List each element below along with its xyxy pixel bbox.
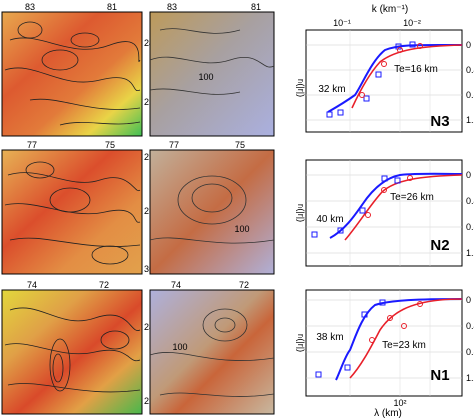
n3-blue-curve [327, 43, 463, 113]
n1-red-point [369, 337, 375, 343]
n1-blue-point [315, 371, 322, 378]
plot-n3 [305, 29, 463, 133]
n2-red-point [381, 187, 387, 193]
n3-red-curve [351, 44, 463, 109]
n1-blue-curve [335, 298, 463, 381]
plot-n2 [305, 159, 463, 267]
n1-map-left-xtick-2: 72 [99, 280, 109, 290]
n1-map-right-xtick-2: 72 [239, 280, 249, 290]
n1-map-right-xtick-1: 74 [171, 280, 181, 290]
n3-top-axis-label: k (km⁻¹) [372, 4, 408, 15]
n2-annotation-red: Te=26 km [390, 192, 434, 203]
n3-blue-point [395, 43, 402, 50]
n1-map-left-ytick-2: 22 [144, 396, 154, 406]
n1-ytick-4: 0 [466, 295, 471, 305]
n1-map-left-ytick-1: 24 [144, 322, 154, 332]
n1-blue-point [361, 311, 368, 318]
n3-red-point [397, 47, 403, 53]
n3-y-label: rₗ(|r|) [296, 79, 306, 97]
n1-ytick-1: 1.2 [466, 373, 474, 383]
n1-panel-label: N1 [430, 367, 449, 384]
n2-ytick-1: 1.2 [466, 248, 474, 258]
n3-ytick-1: 1.2 [466, 115, 474, 125]
n1-map-left-xtick-1: 74 [27, 280, 37, 290]
n2-map-right-xtick-1: 77 [169, 140, 179, 150]
map-gravity-n1 [149, 289, 275, 415]
n1-ytick-3: 0.4 [466, 321, 474, 331]
n3-blue-point [326, 111, 333, 118]
n3-red-point [381, 61, 387, 67]
n1-annotation-red: Te=23 km [382, 340, 426, 351]
map-topography-n2 [1, 149, 143, 275]
n1-y-label: rₗ(|r|) [296, 334, 306, 352]
n3-ytick-3: 0.4 [466, 65, 474, 75]
panel-n3: 83 81 24 26 100 83 81 [1, 2, 474, 137]
n1-contour-label: 100 [172, 342, 187, 352]
n3-blue-point [409, 41, 416, 48]
n2-red-point [365, 212, 371, 218]
n2-ytick-4: 0 [466, 170, 471, 180]
panel-n2: 77 75 26 28 30 100 77 75 [1, 140, 474, 275]
n2-map-left-ytick-3: 30 [144, 264, 154, 274]
n3-map-right-xtick-1: 83 [167, 2, 177, 12]
n2-y-label: rₗ(|r|) [296, 204, 306, 222]
n1-red-point [401, 323, 407, 329]
n3-red-point [417, 43, 423, 49]
n2-ytick-2: 0.8 [466, 222, 474, 232]
n1-annotation-blue: 38 km [316, 332, 343, 343]
n3-map-left-ytick-1: 24 [144, 38, 154, 48]
n3-annotation-blue: 32 km [318, 84, 345, 95]
n3-blue-point [363, 95, 370, 102]
n2-blue-curve [329, 172, 463, 239]
map-topography-n1 [1, 289, 143, 415]
n3-red-point [359, 92, 365, 98]
n3-map-left-xtick-1: 83 [25, 2, 35, 12]
n2-blue-point [359, 207, 366, 214]
n1-blue-point [344, 364, 351, 371]
n2-contour-label: 100 [234, 224, 249, 234]
n3-blue-point [337, 109, 344, 116]
n2-red-point [407, 175, 413, 181]
n1-red-point [387, 315, 393, 321]
n3-ytick-4: 0 [466, 40, 471, 50]
n2-map-left-xtick-2: 75 [105, 140, 115, 150]
n3-ytick-2: 0.8 [466, 90, 474, 100]
n2-blue-point [394, 177, 401, 184]
n2-panel-label: N2 [430, 237, 449, 254]
n1-blue-point [379, 299, 386, 306]
n3-panel-label: N3 [430, 113, 449, 130]
n2-annotation-blue: 40 km [316, 214, 343, 225]
n2-map-left-ytick-2: 28 [144, 206, 154, 216]
n2-blue-point [337, 227, 344, 234]
n3-map-left-xtick-2: 81 [107, 2, 117, 12]
panel-n1: 74 72 24 22 100 74 72 [1, 280, 474, 419]
n3-blue-point [375, 71, 382, 78]
n2-ytick-3: 0.4 [466, 196, 474, 206]
n1-ytick-2: 0.8 [466, 347, 474, 357]
n3-annotation-red: Te=16 km [394, 64, 438, 75]
n3-map-left-ytick-2: 26 [144, 97, 154, 107]
plot-n1 [305, 289, 463, 397]
n2-map-left-ytick-1: 26 [144, 152, 154, 162]
n3-top-tick-2: 10⁻² [403, 18, 421, 28]
map-gravity-n3 [149, 11, 275, 137]
n2-blue-point [381, 175, 388, 182]
n2-blue-point [311, 231, 318, 238]
map-topography-n3 [1, 11, 143, 137]
n3-map-right-xtick-2: 81 [251, 2, 261, 12]
n1-bottom-tick: 10² [393, 398, 406, 408]
n2-map-left-xtick-1: 77 [27, 140, 37, 150]
n2-map-right-xtick-2: 75 [235, 140, 245, 150]
n3-contour-label: 100 [198, 72, 213, 82]
map-gravity-n2 [149, 149, 275, 275]
n1-red-curve [349, 298, 463, 379]
n1-bottom-axis-label: λ (km) [374, 408, 402, 419]
n3-top-tick-1: 10⁻¹ [333, 18, 351, 28]
n1-red-point [417, 301, 423, 307]
